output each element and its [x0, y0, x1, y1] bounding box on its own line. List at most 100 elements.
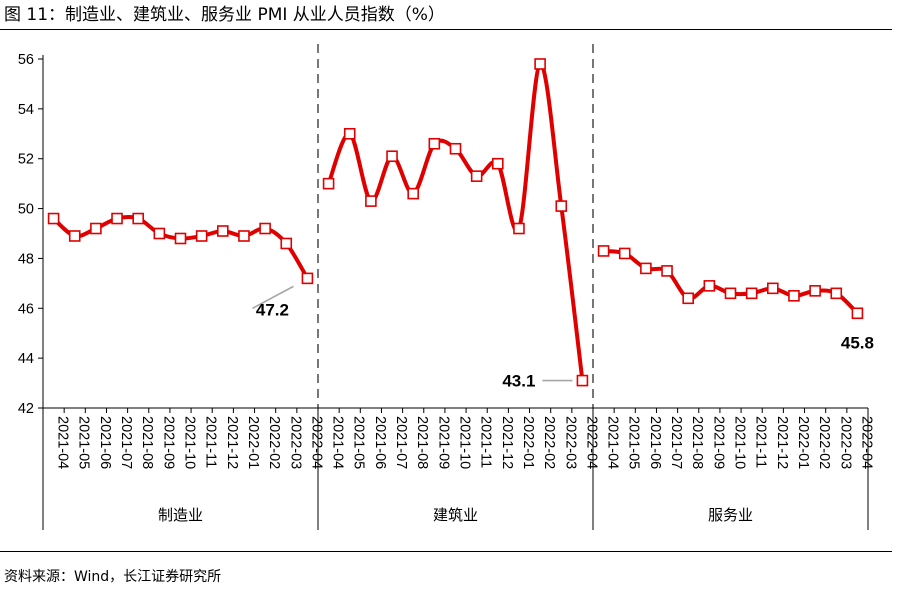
data-point — [132, 212, 144, 225]
data-point — [661, 265, 673, 277]
x-tick-label: 2021-08 — [139, 416, 155, 469]
value-annotation: 47.2 — [256, 300, 289, 319]
series-line-3 — [601, 248, 860, 316]
source-note: 资料来源：Wind，长江证券研究所 — [4, 569, 222, 585]
group-labels: 制造业 建筑业 服务业 — [158, 506, 753, 524]
x-tick-label: 2021-08 — [689, 416, 705, 469]
x-tick-label: 2022-03 — [287, 416, 303, 469]
group-label: 建筑业 — [433, 506, 478, 524]
data-point — [555, 200, 568, 212]
y-tick-label: 50 — [18, 202, 34, 218]
data-point — [682, 292, 694, 305]
data-point — [576, 374, 589, 387]
x-tick-label: 2021-07 — [393, 416, 409, 469]
x-tick-label: 2022-03 — [837, 416, 853, 469]
data-point — [851, 307, 864, 320]
series-line-2 — [326, 61, 585, 383]
x-tick-label: 2021-10 — [732, 416, 748, 469]
data-point — [534, 58, 546, 70]
y-tick-label: 52 — [18, 152, 34, 168]
y-tick-label: 48 — [18, 251, 34, 267]
data-markers — [47, 58, 864, 387]
data-point — [217, 225, 229, 237]
top-rule — [0, 29, 892, 30]
group-label: 服务业 — [708, 506, 753, 524]
x-tick-label: 2021-11 — [753, 416, 769, 468]
x-tick-label: 2021-12 — [224, 416, 240, 469]
x-tick-label: 2021-09 — [435, 416, 451, 469]
x-tick-label: 2021-04 — [330, 416, 346, 469]
x-tick-label: 2022-03 — [562, 416, 578, 469]
x-axis-ticks: 2021-04 2021-05 2021-06 2021-07 2021-08 2021-… — [42, 408, 874, 530]
data-point — [788, 290, 800, 302]
x-tick-label: 2021-05 — [76, 416, 92, 469]
annotation-leader — [252, 285, 294, 310]
value-annotation: 45.8 — [841, 333, 874, 352]
data-point — [767, 282, 779, 295]
value-annotation: 43.1 — [502, 372, 535, 391]
x-tick-label: 2021-06 — [647, 416, 663, 469]
x-tick-label: 2021-07 — [118, 416, 134, 469]
y-tick-label: 44 — [18, 351, 34, 367]
bottom-rule — [0, 551, 892, 552]
x-tick-label: 2021-07 — [668, 416, 684, 469]
data-point — [449, 142, 462, 155]
x-tick-label: 2021-09 — [710, 416, 726, 469]
x-tick-label: 2022-04 — [308, 416, 324, 469]
data-point — [322, 177, 335, 190]
x-tick-label: 2021-08 — [414, 416, 430, 469]
data-point — [280, 237, 293, 250]
y-tick-label: 42 — [18, 401, 34, 417]
x-tick-label: 2021-11 — [203, 416, 219, 468]
x-tick-label: 2022-02 — [266, 416, 282, 469]
data-point — [470, 170, 483, 182]
y-tick-label: 46 — [18, 301, 34, 317]
x-tick-label: 2022-01 — [795, 416, 811, 469]
data-point — [195, 230, 208, 242]
x-tick-label: 2021-12 — [774, 416, 790, 469]
x-tick-label: 2021-06 — [97, 416, 113, 469]
x-tick-label: 2021-11 — [478, 416, 494, 468]
data-point — [238, 230, 250, 242]
x-tick-label: 2021-04 — [605, 416, 621, 469]
x-tick-label: 2022-02 — [816, 416, 832, 469]
data-point — [428, 137, 441, 150]
data-point — [809, 285, 821, 297]
x-tick-label: 2021-04 — [55, 416, 71, 469]
data-point — [407, 187, 419, 200]
data-point — [745, 287, 758, 300]
data-point — [640, 262, 652, 275]
group-separators — [317, 44, 594, 530]
x-tick-label: 2021-09 — [160, 416, 176, 469]
data-point — [386, 150, 398, 163]
data-point — [492, 157, 504, 170]
y-tick-label: 54 — [18, 102, 34, 118]
data-point — [174, 232, 187, 245]
data-point — [830, 287, 843, 300]
x-tick-label: 2021-05 — [626, 416, 642, 469]
annotations: 47.2 43.1 45.8 — [252, 285, 874, 391]
axes — [42, 55, 868, 530]
data-point — [343, 127, 356, 140]
data-point — [597, 245, 610, 257]
data-point — [47, 212, 60, 225]
y-axis-ticks: 42 44 46 48 50 52 54 56 — [18, 52, 43, 417]
data-point — [111, 212, 123, 225]
data-point — [703, 280, 716, 292]
x-tick-label: 2021-05 — [351, 416, 367, 469]
x-tick-label: 2021-06 — [372, 416, 388, 469]
data-point — [513, 222, 525, 235]
data-point — [365, 195, 377, 207]
data-point — [724, 287, 737, 300]
figure-title: 图 11：制造业、建筑业、服务业 PMI 从业人员指数（%） — [4, 5, 445, 25]
x-tick-label: 2021-12 — [499, 416, 515, 469]
x-tick-label: 2022-04 — [858, 416, 874, 469]
x-tick-label: 2021-10 — [182, 416, 198, 469]
y-tick-label: 56 — [18, 52, 34, 68]
data-point — [259, 222, 271, 235]
data-point — [68, 230, 81, 242]
x-tick-label: 2022-01 — [520, 416, 536, 469]
series-lines — [51, 61, 860, 383]
data-point — [301, 272, 314, 285]
